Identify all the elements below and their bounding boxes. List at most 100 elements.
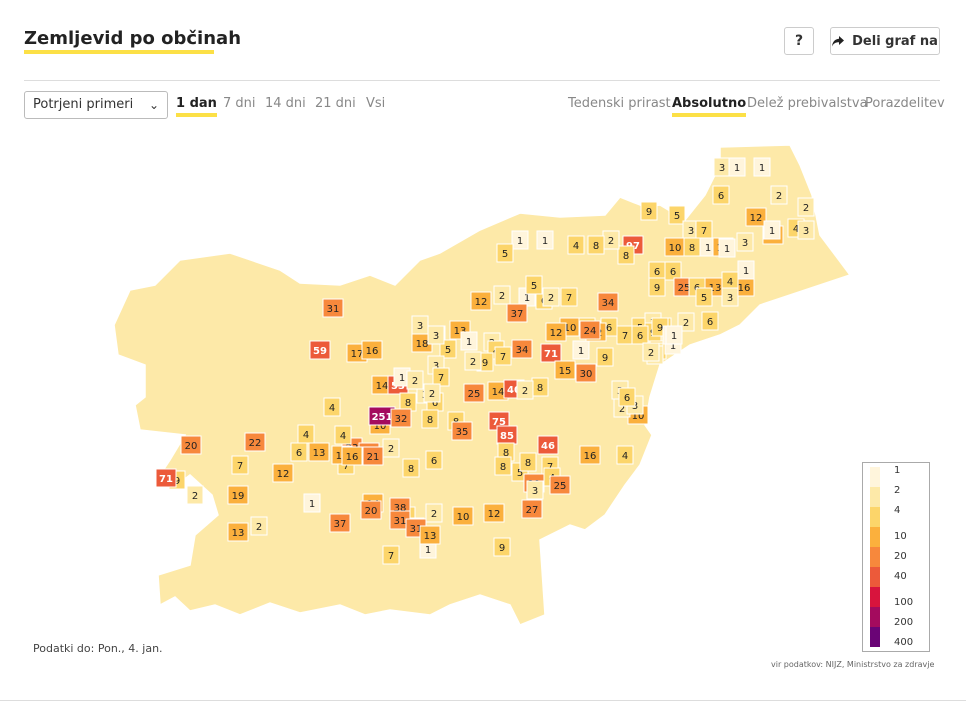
municipality-region[interactable] xyxy=(402,458,420,478)
municipality-region[interactable] xyxy=(411,315,429,335)
municipality-region[interactable] xyxy=(322,298,344,318)
municipality-region[interactable] xyxy=(451,421,473,441)
municipality-region[interactable] xyxy=(640,201,658,221)
municipality-region[interactable] xyxy=(186,485,204,505)
municipality-region[interactable] xyxy=(567,235,585,255)
municipality-region[interactable] xyxy=(308,442,330,462)
municipality-region[interactable] xyxy=(797,220,815,240)
municipality-region[interactable] xyxy=(554,360,576,380)
municipality-region[interactable] xyxy=(464,351,482,371)
municipality-region[interactable] xyxy=(231,455,249,475)
municipality-region[interactable] xyxy=(549,475,571,495)
municipality-region[interactable] xyxy=(642,342,660,362)
municipality-region[interactable] xyxy=(323,397,341,417)
municipality-region[interactable] xyxy=(745,207,767,227)
municipality-region[interactable] xyxy=(406,370,424,390)
municipality-region[interactable] xyxy=(579,445,601,465)
municipality-region[interactable] xyxy=(432,367,450,387)
municipality-region[interactable] xyxy=(419,525,441,545)
municipality-region[interactable] xyxy=(227,485,249,505)
municipality-region[interactable] xyxy=(180,435,202,455)
municipality-region[interactable] xyxy=(329,513,351,533)
municipality-region[interactable] xyxy=(718,238,736,258)
municipality-region[interactable] xyxy=(427,325,445,345)
municipality-region[interactable] xyxy=(701,311,719,331)
municipality-region[interactable] xyxy=(390,408,412,428)
tab-absolutno[interactable]: Absolutno xyxy=(672,96,747,117)
municipality-region[interactable] xyxy=(728,157,746,177)
municipality-region[interactable] xyxy=(545,322,567,342)
municipality-region[interactable] xyxy=(617,245,635,265)
municipality-region[interactable] xyxy=(763,220,781,240)
municipality-region[interactable] xyxy=(575,363,597,383)
tab-14-dni[interactable]: 14 dni xyxy=(265,96,306,111)
tab-delez-prebivalstva[interactable]: Delež prebivalstva xyxy=(747,96,868,111)
share-button[interactable]: Deli graf na xyxy=(830,27,940,55)
municipality-region[interactable] xyxy=(516,380,534,400)
municipality-region[interactable] xyxy=(665,325,683,345)
municipality-region[interactable] xyxy=(483,503,505,523)
municipality-region[interactable] xyxy=(560,287,578,307)
help-button[interactable]: ? xyxy=(784,27,814,55)
municipality-region[interactable] xyxy=(493,537,511,557)
municipality-region[interactable] xyxy=(540,343,562,363)
municipality-region[interactable] xyxy=(521,499,543,519)
municipality-region[interactable] xyxy=(511,230,529,250)
municipality-region[interactable] xyxy=(526,480,544,500)
municipality-region[interactable] xyxy=(587,235,605,255)
municipality-region[interactable] xyxy=(382,438,400,458)
municipality-region[interactable] xyxy=(631,325,649,345)
municipality-region[interactable] xyxy=(460,331,478,351)
municipality-region[interactable] xyxy=(493,285,511,305)
tab-21-dni[interactable]: 21 dni xyxy=(315,96,356,111)
municipality-region[interactable] xyxy=(525,275,543,295)
municipality-region[interactable] xyxy=(537,435,559,455)
municipality-region[interactable] xyxy=(303,493,321,513)
municipality-region[interactable] xyxy=(519,452,537,472)
municipality-region[interactable] xyxy=(572,340,590,360)
municipality-region[interactable] xyxy=(452,506,474,526)
tab-7-dni[interactable]: 7 dni xyxy=(223,96,256,111)
municipality-region[interactable] xyxy=(227,522,249,542)
municipality-region[interactable] xyxy=(616,445,634,465)
dataset-select[interactable]: Potrjeni primeri ⌄ xyxy=(24,91,168,119)
municipality-region[interactable] xyxy=(341,446,363,466)
municipality-region[interactable] xyxy=(737,260,755,280)
municipality-region[interactable] xyxy=(596,347,614,367)
municipality-region[interactable] xyxy=(360,500,382,520)
municipality-region[interactable] xyxy=(250,516,268,536)
municipality-region[interactable] xyxy=(496,243,514,263)
municipality-region[interactable] xyxy=(542,287,560,307)
municipality-region[interactable] xyxy=(712,185,730,205)
municipality-region[interactable] xyxy=(648,277,666,297)
municipality-region[interactable] xyxy=(425,503,443,523)
municipality-region[interactable] xyxy=(494,346,512,366)
municipality-region[interactable] xyxy=(597,292,619,312)
municipality-region[interactable] xyxy=(736,232,754,252)
municipality-region[interactable] xyxy=(470,291,492,311)
municipality-region[interactable] xyxy=(506,303,528,323)
municipality-region[interactable] xyxy=(695,287,713,307)
municipality-map[interactable]: 3112261210431953710811031976692561316413… xyxy=(100,135,860,635)
municipality-region[interactable] xyxy=(272,463,294,483)
municipality-region[interactable] xyxy=(244,432,266,452)
municipality-region[interactable] xyxy=(361,340,383,360)
tab-tedenski-prirast[interactable]: Tedenski prirast xyxy=(568,96,671,111)
municipality-region[interactable] xyxy=(334,425,352,445)
municipality-region[interactable] xyxy=(290,442,308,462)
municipality-region[interactable] xyxy=(463,383,485,403)
municipality-region[interactable] xyxy=(309,340,331,360)
municipality-region[interactable] xyxy=(797,197,815,217)
municipality-region[interactable] xyxy=(753,157,771,177)
tab-vsi[interactable]: Vsi xyxy=(366,96,386,111)
municipality-region[interactable] xyxy=(494,456,512,476)
municipality-region[interactable] xyxy=(668,205,686,225)
municipality-region[interactable] xyxy=(382,545,400,565)
municipality-region[interactable] xyxy=(536,230,554,250)
municipality-region[interactable] xyxy=(421,409,439,429)
municipality-region[interactable] xyxy=(618,387,636,407)
municipality-region[interactable] xyxy=(721,287,739,307)
tab-porazdelitev[interactable]: Porazdelitev xyxy=(865,96,945,111)
municipality-region[interactable] xyxy=(511,339,533,359)
municipality-region[interactable] xyxy=(423,383,441,403)
